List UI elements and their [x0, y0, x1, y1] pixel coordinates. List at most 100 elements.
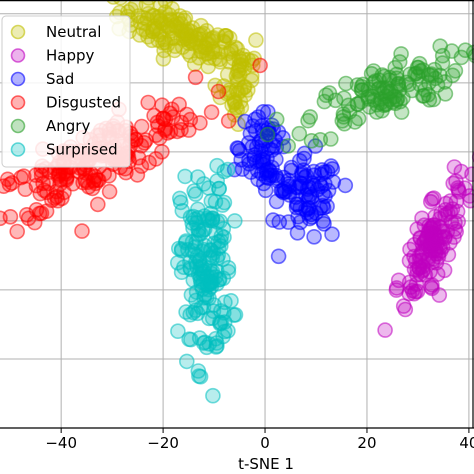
data-point — [208, 263, 225, 279]
data-point — [188, 284, 205, 300]
data-point — [185, 272, 202, 289]
data-point — [338, 75, 354, 92]
data-point — [243, 67, 260, 84]
axes-layer — [0, 0, 474, 429]
data-point — [74, 223, 90, 239]
legend-marker — [10, 142, 26, 157]
data-point — [303, 133, 320, 149]
data-point — [290, 180, 307, 196]
data-point — [306, 229, 322, 245]
data-point — [195, 25, 212, 42]
data-point — [174, 203, 191, 219]
data-point — [212, 89, 229, 106]
data-point — [203, 104, 220, 120]
data-point — [191, 253, 208, 269]
data-point — [337, 177, 354, 194]
legend-marker — [10, 95, 26, 110]
data-point — [36, 182, 53, 199]
data-point — [146, 21, 162, 38]
data-point — [448, 193, 465, 210]
data-point — [443, 43, 460, 59]
data-point — [133, 118, 150, 135]
data-point — [164, 101, 180, 118]
data-point — [65, 175, 81, 192]
data-point — [291, 153, 308, 169]
data-point — [190, 363, 207, 379]
data-point — [412, 76, 429, 93]
legend-label: Sad — [46, 70, 74, 88]
data-point — [259, 126, 276, 143]
data-point — [374, 102, 390, 119]
data-point — [217, 294, 233, 311]
data-point — [226, 307, 242, 323]
data-point — [173, 114, 190, 131]
data-point — [48, 183, 65, 200]
data-point — [340, 97, 357, 114]
legend-marker — [10, 24, 26, 40]
data-point — [133, 158, 150, 174]
data-point — [414, 244, 430, 260]
data-point — [90, 196, 106, 213]
data-point — [173, 30, 189, 46]
data-point — [303, 206, 320, 223]
data-point — [353, 82, 370, 98]
data-point — [230, 73, 246, 90]
data-point — [464, 166, 474, 182]
data-point — [317, 188, 333, 205]
data-point — [159, 36, 176, 53]
data-point — [432, 219, 449, 235]
data-point — [446, 159, 463, 175]
data-point — [248, 154, 265, 170]
legend-marker — [10, 118, 26, 134]
data-point — [181, 331, 197, 348]
data-point — [184, 242, 201, 259]
data-point — [205, 387, 221, 404]
data-point — [436, 262, 453, 279]
data-point — [289, 196, 306, 212]
data-point — [182, 33, 198, 49]
legend: Neutral Happy Sad Disgusted Angry Surprised — [1, 15, 131, 168]
data-point — [301, 179, 318, 195]
data-point — [387, 59, 404, 76]
x-tick-label: −20 — [147, 434, 179, 452]
legend-label: Happy — [46, 47, 95, 65]
data-point — [268, 111, 285, 128]
data-point — [176, 259, 192, 276]
data-point — [415, 261, 431, 278]
data-point — [146, 107, 162, 124]
data-point — [444, 67, 461, 84]
data-point — [291, 125, 308, 142]
data-point — [440, 205, 456, 222]
data-point — [210, 83, 227, 100]
data-point — [201, 290, 217, 306]
data-point — [130, 8, 147, 24]
data-point — [179, 353, 195, 370]
data-point — [321, 85, 338, 101]
data-point — [324, 226, 340, 242]
data-point — [316, 216, 332, 232]
data-point — [219, 161, 236, 178]
data-point — [229, 140, 246, 156]
data-point — [198, 46, 214, 62]
data-point — [252, 57, 268, 74]
data-point — [280, 138, 297, 154]
legend-label: Angry — [46, 117, 90, 135]
data-point — [204, 310, 221, 327]
legend-marker — [10, 71, 26, 87]
data-point — [212, 213, 228, 230]
data-point — [214, 197, 231, 213]
data-point — [218, 28, 234, 44]
data-point — [1, 176, 18, 193]
data-point — [316, 93, 333, 110]
data-point — [421, 92, 438, 108]
data-point — [294, 165, 310, 181]
data-point — [212, 53, 228, 70]
data-point — [437, 86, 454, 102]
data-point — [322, 131, 339, 147]
x-tick-label: 20 — [357, 434, 376, 452]
data-point — [401, 76, 417, 93]
legend-label: Surprised — [46, 141, 118, 159]
x-tick-label: −40 — [45, 434, 77, 452]
data-point — [187, 302, 204, 319]
